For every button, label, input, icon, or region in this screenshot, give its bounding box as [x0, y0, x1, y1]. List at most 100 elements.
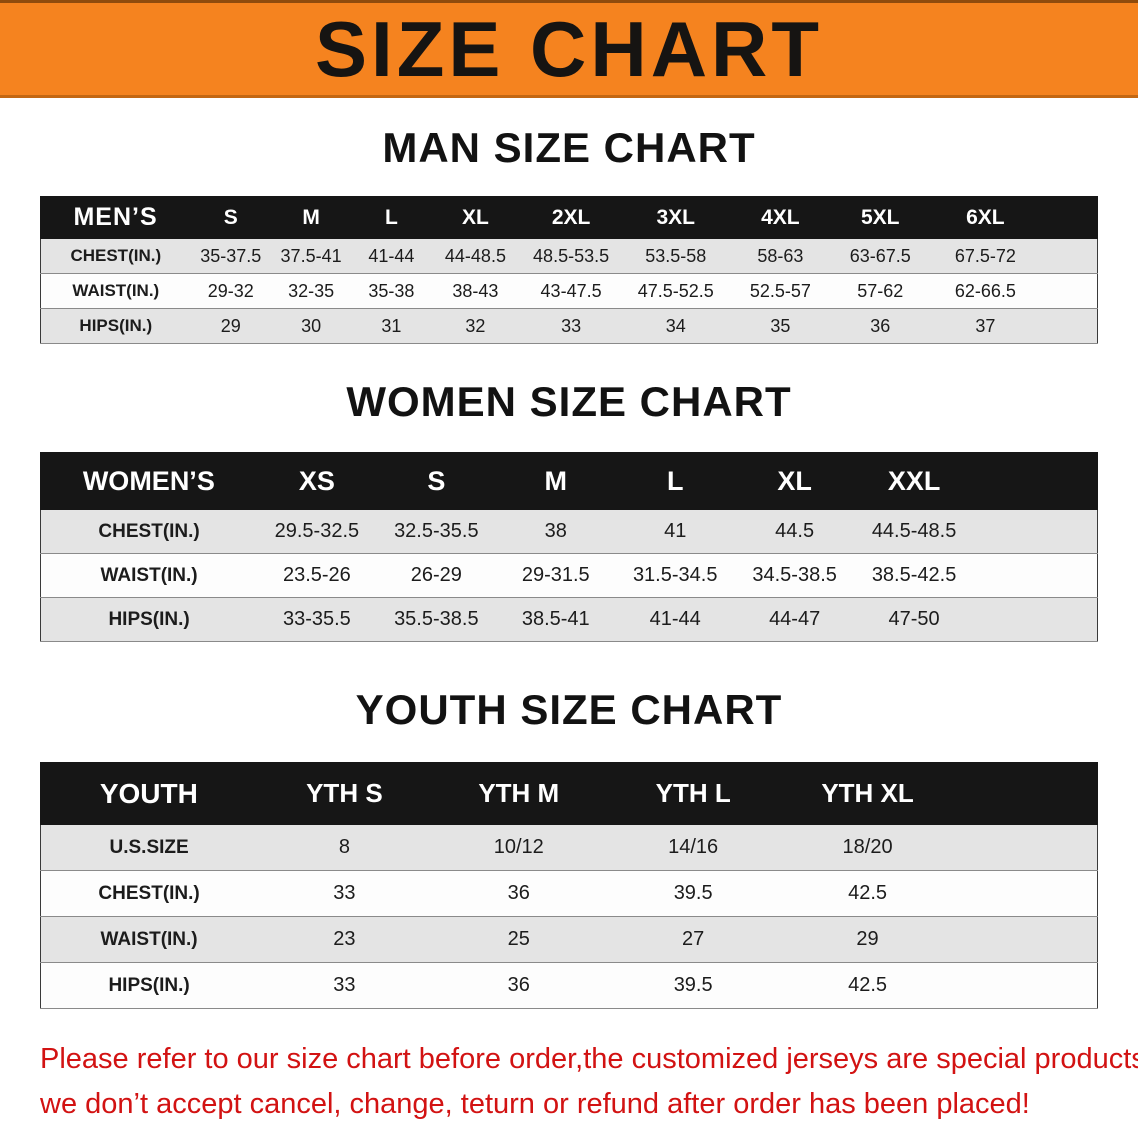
size-column-header: XXL: [853, 452, 975, 510]
spacer-cell: [954, 870, 1098, 917]
measurement-label: CHEST(IN.): [40, 238, 191, 274]
size-value: 36: [832, 308, 929, 344]
size-value: 36: [431, 962, 606, 1009]
size-column-header: S: [376, 452, 497, 510]
women-size-chart-section: WOMEN SIZE CHART WOMEN’S XS S M L XL XXL CHEST(…: [0, 378, 1138, 642]
size-value: 53.5-58: [622, 238, 729, 274]
size-column-header: YTH XL: [779, 762, 956, 825]
measurement-label: WAIST(IN.): [40, 916, 258, 963]
measurement-label: WAIST(IN.): [40, 553, 258, 598]
measurement-label: HIPS(IN.): [40, 308, 191, 344]
size-column-header: M: [270, 196, 352, 239]
disclaimer-line-2: we don’t accept cancel, change, teturn o…: [40, 1087, 1030, 1120]
size-value: 43-47.5: [519, 273, 623, 309]
size-value: 35: [728, 308, 833, 344]
size-value: 58-63: [728, 238, 833, 274]
youth-size-chart-heading: YOUTH SIZE CHART: [355, 686, 783, 733]
size-value: 35-38: [351, 273, 432, 309]
size-value: 29.5-32.5: [257, 509, 377, 554]
size-value: 32.5-35.5: [376, 509, 497, 554]
size-column-header: YTH S: [256, 762, 433, 825]
table-title-cell: MEN’S: [39, 196, 192, 239]
size-column-header: M: [495, 452, 616, 510]
size-value: 36: [431, 870, 606, 917]
size-column-header: L: [614, 452, 736, 510]
size-column-header: YTH M: [431, 762, 607, 825]
size-value: 8: [257, 824, 432, 871]
size-value: 10/12: [431, 824, 606, 871]
size-value: 23: [257, 916, 432, 963]
size-value: 29-31.5: [496, 553, 616, 598]
size-value: 35.5-38.5: [376, 597, 497, 642]
size-value: 34.5-38.5: [734, 553, 855, 598]
size-value: 38.5-41: [496, 597, 616, 642]
size-value: 42.5: [780, 962, 955, 1009]
size-value: 44-47: [734, 597, 855, 642]
spacer-cell: [973, 597, 1098, 642]
size-value: 62-66.5: [928, 273, 1043, 309]
measurement-label: HIPS(IN.): [40, 597, 258, 642]
spacer-cell: [1042, 308, 1098, 344]
measurement-row: CHEST(IN.) 33 36 39.5 42.5: [40, 870, 1098, 917]
size-value: 44.5: [734, 509, 855, 554]
spacer-cell: [1042, 273, 1098, 309]
size-value: 32: [431, 308, 520, 344]
spacer-cell: [973, 452, 1098, 510]
size-value: 39.5: [605, 962, 781, 1009]
measurement-row: U.S.SIZE 8 10/12 14/16 18/20: [40, 824, 1098, 871]
size-value: 29: [780, 916, 955, 963]
size-column-header: L: [350, 196, 433, 239]
measurement-label: U.S.SIZE: [40, 824, 258, 871]
men-size-table: MEN’S S M L XL 2XL 3XL 4XL 5XL 6XL CHEST(IN.) 35-37…: [39, 196, 1099, 344]
size-value: 25: [431, 916, 606, 963]
spacer-cell: [954, 762, 1098, 825]
spacer-cell: [973, 509, 1098, 554]
size-column-header: XL: [431, 196, 520, 239]
disclaimer-line-1: Please refer to our size chart before or…: [40, 1043, 1138, 1075]
size-value: 41: [615, 509, 735, 554]
size-column-header: YTH L: [605, 762, 781, 825]
table-header-row: YOUTH YTH S YTH M YTH L YTH XL: [40, 762, 1098, 825]
size-value: 44.5-48.5: [854, 509, 974, 554]
size-value: 42.5: [780, 870, 955, 917]
size-value: 30: [270, 308, 352, 344]
size-value: 18/20: [780, 824, 955, 871]
table-title-cell: YOUTH: [40, 762, 258, 825]
measurement-label: HIPS(IN.): [40, 962, 258, 1009]
size-value: 35-37.5: [190, 238, 271, 274]
measurement-row: WAIST(IN.) 29-32 32-35 35-38 38-43 43-47.5 47.…: [40, 273, 1098, 309]
measurement-row: HIPS(IN.) 29 30 31 32 33 34 35 36 37: [40, 308, 1098, 344]
size-value: 33: [257, 870, 432, 917]
size-value: 32-35: [270, 273, 352, 309]
size-value: 29: [190, 308, 271, 344]
man-size-chart-heading: MAN SIZE CHART: [382, 124, 756, 171]
size-value: 14/16: [605, 824, 781, 871]
spacer-cell: [954, 916, 1098, 963]
size-value: 33: [519, 308, 623, 344]
measurement-row: CHEST(IN.) 29.5-32.5 32.5-35.5 38 41 44.5 44.5…: [40, 509, 1098, 554]
size-column-header: S: [190, 196, 272, 239]
size-value: 33-35.5: [257, 597, 377, 642]
size-value: 41-44: [351, 238, 432, 274]
size-chart-title: SIZE CHART: [315, 5, 823, 93]
man-size-chart-section: MAN SIZE CHART MEN’S S M L XL 2XL 3XL 4XL 5XL 6XL…: [0, 124, 1138, 344]
size-value: 27: [605, 916, 781, 963]
size-value: 37.5-41: [270, 238, 352, 274]
size-value: 47-50: [854, 597, 974, 642]
size-column-header: 3XL: [622, 196, 730, 239]
size-value: 41-44: [615, 597, 735, 642]
size-column-header: XL: [734, 452, 855, 510]
size-value: 63-67.5: [832, 238, 929, 274]
women-size-chart-heading: WOMEN SIZE CHART: [346, 378, 792, 425]
size-value: 31.5-34.5: [615, 553, 735, 598]
size-value: 31: [351, 308, 432, 344]
table-header-row: WOMEN’S XS S M L XL XXL: [40, 452, 1098, 510]
youth-size-table: YOUTH YTH S YTH M YTH L YTH XL U.S.SIZE 8 10/12…: [40, 762, 1098, 1009]
size-value: 48.5-53.5: [519, 238, 623, 274]
measurement-row: HIPS(IN.) 33 36 39.5 42.5: [40, 962, 1098, 1009]
size-column-header: 6XL: [927, 196, 1043, 239]
size-column-header: 2XL: [518, 196, 624, 239]
table-title-cell: WOMEN’S: [40, 452, 258, 510]
size-value: 37: [928, 308, 1043, 344]
spacer-cell: [954, 962, 1098, 1009]
